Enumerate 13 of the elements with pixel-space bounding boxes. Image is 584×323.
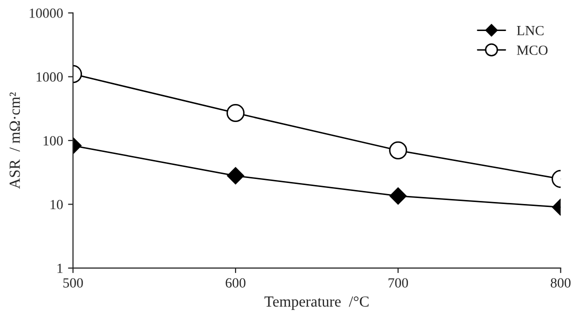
x-tick-label: 800 [550,278,571,288]
x-tick-label: 700 [388,278,408,288]
y-tick-label: 10 [50,200,63,210]
x-axis-title: Temperature /°C [264,296,369,310]
y-tick-label: 1 [58,264,62,273]
y-axis-title: ASR / mΩ·cm² [10,92,20,189]
y-tick-label: 100 [44,136,63,146]
legend-label: MCO [516,46,548,55]
y-tick-label: 1000 [36,72,63,82]
x-tick-label: 500 [63,278,83,288]
x-tick-label: 600 [226,278,246,288]
legend-label: LNC [516,26,544,36]
y-tick-label: 10000 [30,8,63,18]
